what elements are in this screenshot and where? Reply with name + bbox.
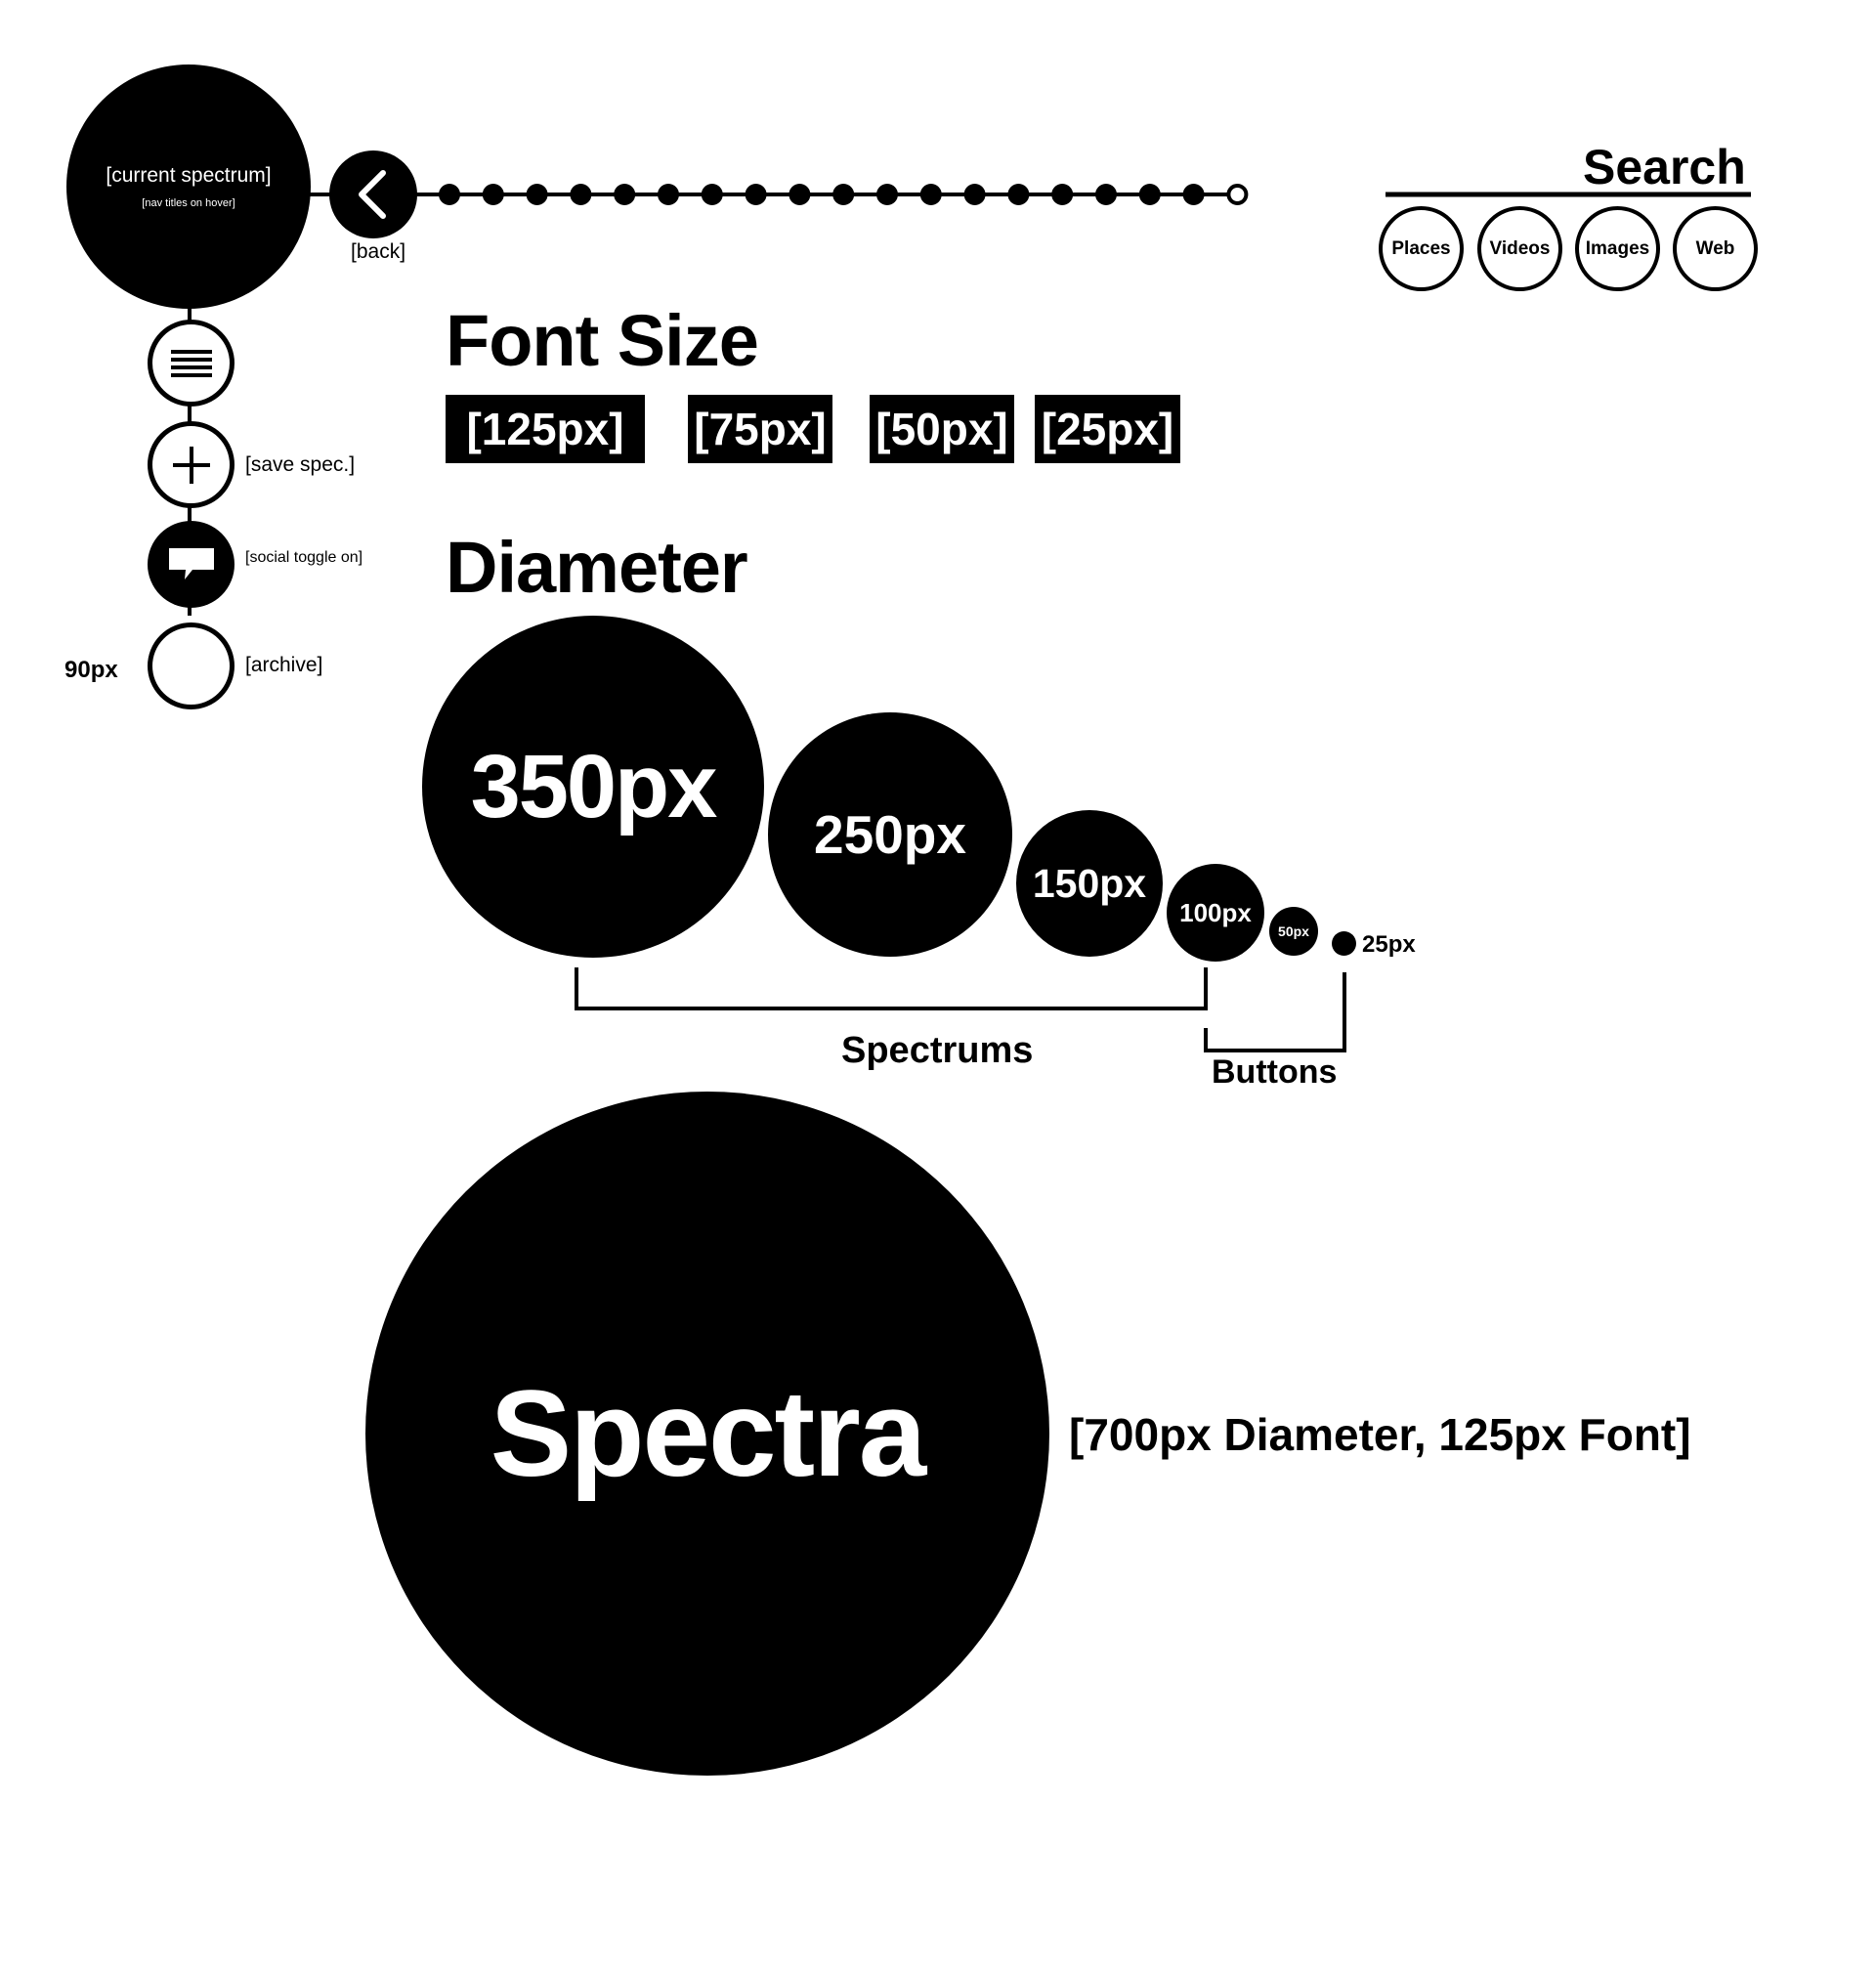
search-videos-button[interactable]: Videos (1477, 206, 1562, 291)
diameter-label-50: 50px (1278, 923, 1309, 939)
diameter-label-100: 100px (1179, 897, 1252, 927)
timeline-dot[interactable] (745, 184, 767, 205)
menu-button[interactable] (148, 320, 234, 407)
spectrums-group-label: Spectrums (841, 1030, 1034, 1071)
plus-icon (172, 446, 210, 484)
diameter-label-25: 25px (1362, 931, 1416, 958)
search-title: Search (1583, 140, 1746, 194)
font-size-heading: Font Size (446, 300, 759, 381)
nav-size-label: 90px (64, 657, 118, 683)
timeline-dot[interactable] (526, 184, 548, 205)
timeline-dot[interactable] (832, 184, 855, 205)
current-spectrum-circle[interactable]: [current spectrum] [nav titles on hover] (66, 64, 311, 309)
timeline-dot[interactable] (482, 184, 504, 205)
social-toggle-button[interactable] (148, 521, 234, 608)
spectrums-bracket (575, 967, 1208, 1010)
spectra-circle: Spectra (365, 1092, 1049, 1776)
back-button[interactable] (329, 150, 417, 238)
archive-button[interactable] (148, 622, 234, 709)
save-spec-button[interactable] (148, 421, 234, 508)
diameter-circle-250: 250px (768, 712, 1012, 957)
timeline-dot[interactable] (570, 184, 592, 205)
spectra-title: Spectra (490, 1365, 927, 1502)
save-spec-label: [save spec.] (245, 453, 356, 476)
current-spectrum-subtitle: [nav titles on hover] (142, 197, 235, 209)
timeline-dot[interactable] (1051, 184, 1074, 205)
diameter-circle-25 (1332, 931, 1356, 956)
timeline-dot[interactable] (701, 184, 723, 205)
search-web-button[interactable]: Web (1673, 206, 1758, 291)
chevron-left-icon (359, 170, 386, 219)
diameter-circle-150: 150px (1016, 810, 1163, 957)
font-size-sample-25: [25px] (1035, 395, 1180, 463)
diameter-circle-350: 350px (422, 616, 764, 958)
diameter-circle-100: 100px (1167, 864, 1264, 962)
timeline-dot-current[interactable] (1226, 184, 1249, 205)
font-size-sample-50: [50px] (870, 395, 1014, 463)
buttons-bracket (1204, 972, 1346, 1052)
timeline-dots (439, 184, 1249, 205)
chat-bubble-icon (168, 547, 214, 579)
timeline-dot[interactable] (789, 184, 811, 205)
search-places-button[interactable]: Places (1379, 206, 1464, 291)
social-toggle-label: [social toggle on] (245, 549, 363, 566)
timeline-dot[interactable] (1095, 184, 1117, 205)
timeline-dot[interactable] (658, 184, 679, 205)
diameter-circle-50: 50px (1269, 907, 1318, 956)
timeline-dot[interactable] (963, 184, 986, 205)
spectra-caption: [700px Diameter, 125px Font] (1069, 1409, 1691, 1460)
timeline-dot[interactable] (876, 184, 898, 205)
timeline-dot[interactable] (1182, 184, 1205, 205)
diameter-label-350: 350px (470, 736, 718, 836)
buttons-group-label: Buttons (1212, 1053, 1338, 1091)
diameter-heading: Diameter (446, 527, 748, 608)
current-spectrum-title: [current spectrum] (106, 164, 272, 187)
font-size-sample-75: [75px] (688, 395, 832, 463)
menu-icon (170, 349, 212, 377)
timeline-dot[interactable] (1138, 184, 1161, 205)
timeline-dot[interactable] (1007, 184, 1030, 205)
back-label: [back] (351, 240, 406, 263)
search-images-button[interactable]: Images (1575, 206, 1660, 291)
diameter-label-250: 250px (814, 804, 966, 865)
font-size-sample-125: [125px] (446, 395, 645, 463)
timeline-dot[interactable] (614, 184, 636, 205)
timeline-dot[interactable] (919, 184, 942, 205)
timeline-dot[interactable] (439, 184, 460, 205)
diameter-label-150: 150px (1032, 860, 1147, 906)
archive-label: [archive] (245, 654, 323, 676)
